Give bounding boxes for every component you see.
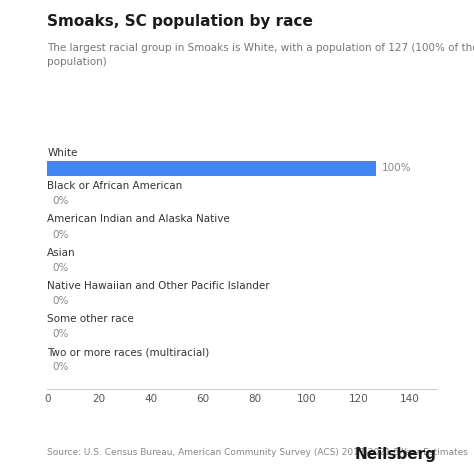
- Text: Native Hawaiian and Other Pacific Islander: Native Hawaiian and Other Pacific Island…: [47, 281, 270, 291]
- Text: 0%: 0%: [53, 196, 69, 206]
- Text: 100%: 100%: [382, 163, 411, 173]
- Text: Some other race: Some other race: [47, 314, 134, 324]
- Text: 0%: 0%: [53, 329, 69, 339]
- Text: 0%: 0%: [53, 296, 69, 306]
- Text: Smoaks, SC population by race: Smoaks, SC population by race: [47, 14, 313, 29]
- Bar: [47, 161, 376, 176]
- Text: 0%: 0%: [53, 263, 69, 273]
- Text: Asian: Asian: [47, 247, 76, 257]
- Text: American Indian and Alaska Native: American Indian and Alaska Native: [47, 214, 230, 224]
- Text: Two or more races (multiracial): Two or more races (multiracial): [47, 347, 210, 357]
- Text: Source: U.S. Census Bureau, American Community Survey (ACS) 2017-2021 5-Year Est: Source: U.S. Census Bureau, American Com…: [47, 448, 468, 457]
- Text: Neilsberg: Neilsberg: [354, 447, 436, 462]
- Text: White: White: [47, 148, 78, 158]
- Text: Black or African American: Black or African American: [47, 181, 182, 191]
- Text: 0%: 0%: [53, 362, 69, 372]
- Text: 0%: 0%: [53, 229, 69, 239]
- Text: The largest racial group in Smoaks is White, with a population of 127 (100% of t: The largest racial group in Smoaks is Wh…: [47, 43, 474, 67]
